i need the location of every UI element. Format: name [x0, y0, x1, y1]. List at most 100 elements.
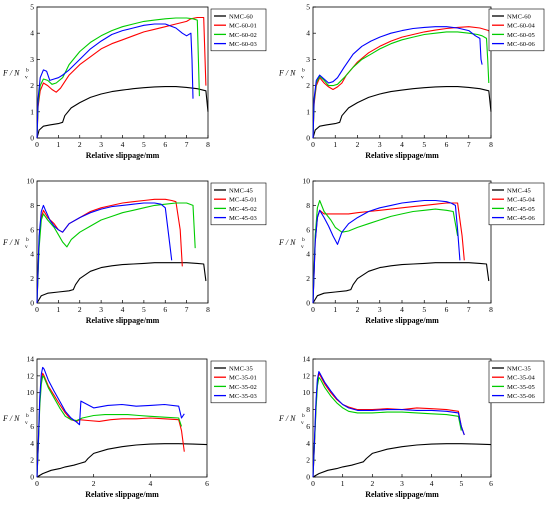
- y-tick-label: 14: [303, 355, 311, 364]
- x-tick-label: 7: [467, 140, 471, 149]
- x-axis-label: Relative slippage/mm: [86, 151, 160, 160]
- legend-label: MC-60-06: [507, 41, 536, 48]
- series-line-MC-35-01: [36, 372, 185, 478]
- series-line-MC-45-03: [36, 202, 173, 304]
- x-tick-label: 0: [35, 140, 39, 149]
- y-tick-label: 6: [306, 225, 310, 234]
- x-tick-label: 4: [121, 140, 125, 149]
- y-axis-label-subscript: v: [301, 420, 304, 426]
- x-tick-label: 4: [121, 305, 125, 314]
- x-tick-label: 4: [400, 305, 404, 314]
- y-axis-label-superscript: b: [26, 237, 29, 243]
- plot-area: [312, 180, 492, 304]
- x-tick-label: 3: [99, 140, 103, 149]
- y-axis-label-superscript: b: [302, 413, 305, 419]
- legend-label: MC-60-04: [507, 23, 536, 30]
- x-tick-label: 3: [378, 140, 382, 149]
- y-tick-label: 10: [27, 388, 35, 397]
- x-tick-label: 5: [142, 140, 146, 149]
- legend-label: NMC-60: [229, 14, 254, 21]
- y-tick-label: 8: [30, 405, 34, 414]
- y-tick-label: 2: [306, 274, 310, 283]
- x-tick-label: 8: [206, 140, 210, 149]
- chart-panel-2: 0 1 2 3 4 5 6 7 8 0 1 2 3 4 5 Relative slippage/mm F / N…: [278, 3, 545, 160]
- series-line-NMC-60: [36, 86, 209, 139]
- legend-label: MC-45-02: [229, 206, 257, 213]
- x-tick-label: 2: [92, 479, 96, 488]
- x-tick-label: 3: [378, 305, 382, 314]
- legend-label: NMC-35: [229, 366, 254, 373]
- series-line-MC-45-04: [312, 202, 465, 304]
- y-tick-label: 4: [30, 439, 34, 448]
- x-axis-label: Relative slippage/mm: [86, 316, 160, 325]
- legend-label: MC-60-02: [229, 32, 257, 39]
- x-tick-label: 1: [57, 140, 61, 149]
- y-axis-label: F / N: [2, 414, 20, 423]
- y-axis-label: F / N: [2, 238, 20, 247]
- legend-label: MC-35-01: [229, 375, 257, 382]
- series-line-MC-60-01: [36, 16, 207, 139]
- series-line-MC-45-01: [36, 198, 183, 304]
- y-axis-label: F / N: [278, 414, 296, 423]
- legend: NMC-45 MC-45-04 MC-45-05 MC-45-06: [488, 182, 545, 226]
- legend-label: MC-45-06: [507, 215, 536, 222]
- series-line-NMC-45: [36, 262, 207, 304]
- series-line-MC-60-05: [312, 31, 490, 139]
- y-tick-label: 10: [303, 177, 311, 186]
- y-tick-label: 5: [30, 3, 34, 12]
- y-axis-label-subscript: v: [25, 244, 28, 250]
- series-line-NMC-35: [36, 443, 208, 478]
- x-tick-label: 6: [205, 479, 209, 488]
- series-line-NMC-45: [312, 262, 490, 304]
- x-tick-label: 1: [333, 140, 337, 149]
- x-tick-label: 1: [57, 305, 61, 314]
- x-tick-label: 7: [185, 305, 189, 314]
- y-axis-label-superscript: b: [302, 237, 305, 243]
- y-tick-label: 10: [303, 388, 311, 397]
- y-tick-label: 6: [30, 225, 34, 234]
- y-tick-label: 14: [27, 355, 35, 364]
- chart-panel-5: 0 2 4 6 0 2 4 6 8 10 12 14 Relative slippage/mm F / N…: [2, 355, 267, 499]
- y-tick-label: 2: [306, 456, 310, 465]
- y-tick-label: 3: [306, 55, 310, 64]
- y-tick-label: 4: [306, 29, 310, 38]
- chart-panel-3: 0 1 2 3 4 5 6 7 8 0 2 4 6 8 10 Relative slippage/mm F / …: [2, 177, 267, 325]
- chart-panel-4: 0 1 2 3 4 5 6 7 8 0 2 4 6 8 10 Relative slippage/mm F / …: [278, 177, 545, 325]
- x-tick-label: 8: [489, 305, 493, 314]
- y-tick-label: 4: [306, 250, 310, 259]
- legend-label: NMC-60: [507, 14, 532, 21]
- x-tick-label: 5: [422, 140, 426, 149]
- y-tick-label: 2: [30, 81, 34, 90]
- legend-label: NMC-35: [507, 366, 532, 373]
- y-tick-label: 4: [306, 439, 310, 448]
- legend-label: MC-35-03: [229, 393, 258, 400]
- y-axis-label-superscript: b: [302, 68, 305, 74]
- y-tick-label: 1: [306, 107, 310, 116]
- y-tick-label: 3: [30, 55, 34, 64]
- legend-label: MC-45-04: [507, 197, 536, 204]
- series-line-MC-45-02: [36, 202, 196, 304]
- y-tick-label: 12: [27, 371, 35, 380]
- legend-label: MC-45-05: [507, 206, 536, 213]
- series-line-MC-35-06: [312, 371, 465, 478]
- y-tick-label: 5: [306, 3, 310, 12]
- legend-label: MC-35-02: [229, 384, 257, 391]
- legend-label: MC-35-06: [507, 393, 536, 400]
- x-tick-label: 0: [311, 479, 315, 488]
- x-tick-label: 2: [370, 479, 374, 488]
- y-tick-label: 0: [306, 299, 310, 308]
- y-tick-label: 0: [306, 473, 310, 482]
- legend: NMC-45 MC-45-01 MC-45-02 MC-45-03: [210, 182, 267, 226]
- legend-label: MC-60-01: [229, 23, 257, 30]
- y-tick-label: 1: [30, 107, 34, 116]
- plot-area: [36, 358, 208, 478]
- x-tick-label: 7: [467, 305, 471, 314]
- legend-label: MC-60-03: [229, 41, 258, 48]
- legend-label: MC-45-01: [229, 197, 257, 204]
- series-line-MC-60-04: [312, 26, 492, 139]
- x-tick-label: 5: [142, 305, 146, 314]
- legend-label: NMC-45: [507, 188, 532, 195]
- chart-panel-1: 0 1 2 3 4 5 6 7 8 0 1 2 3 4 5 Relative slippage/mm F / N…: [2, 3, 267, 160]
